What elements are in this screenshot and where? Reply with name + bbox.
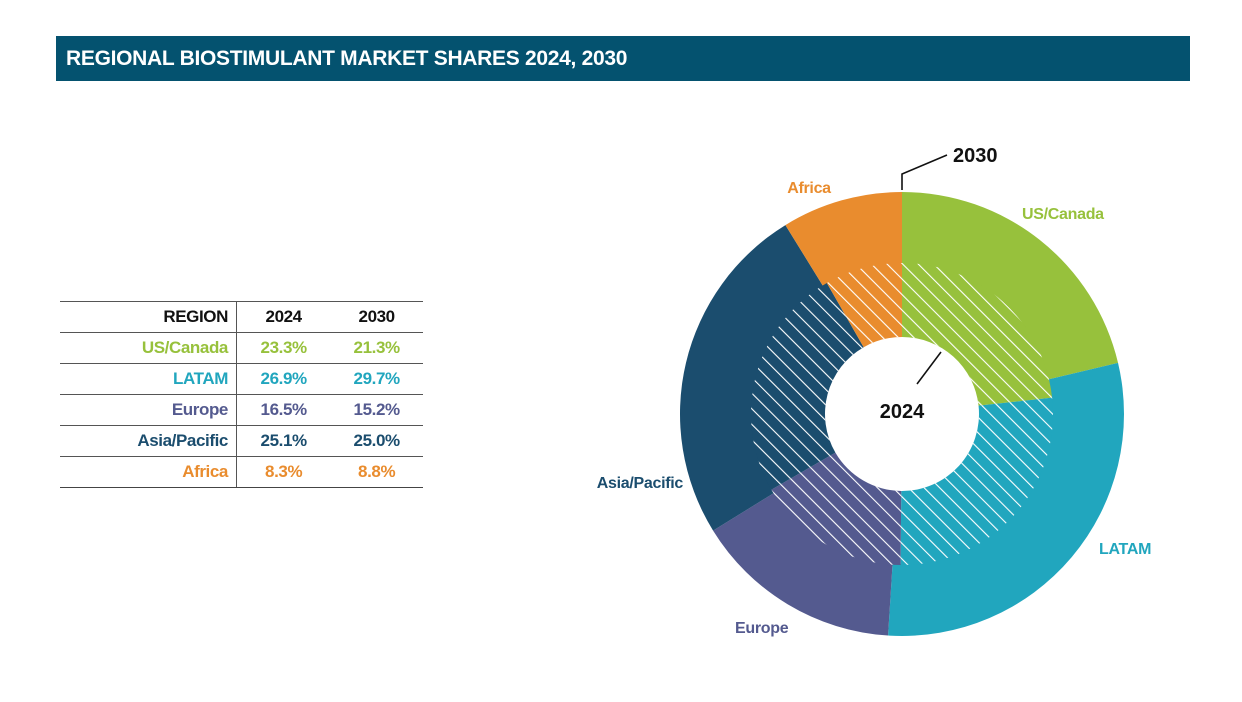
value-2024-cell: 16.5% <box>236 394 331 426</box>
value-2030-cell: 8.8% <box>330 456 423 488</box>
value-2024-cell: 8.3% <box>236 456 331 488</box>
value-2024-cell: 26.9% <box>236 363 331 395</box>
table-row: US/Canada 23.3% 21.3% <box>60 332 423 364</box>
header-region: REGION <box>60 301 237 333</box>
value-2030-cell: 29.7% <box>330 363 423 395</box>
outer-slice-latam <box>888 362 1124 637</box>
value-2024-cell: 23.3% <box>236 332 331 364</box>
region-cell: Europe <box>60 394 237 426</box>
table-row: Europe 16.5% 15.2% <box>60 394 423 426</box>
ring-label-2024: 2024 <box>880 401 925 423</box>
outer-slice-africa <box>785 192 902 287</box>
table-row: Asia/Pacific 25.1% 25.0% <box>60 425 423 457</box>
header-2024: 2024 <box>236 301 331 333</box>
value-2030-cell: 21.3% <box>330 332 423 364</box>
table-row: LATAM 26.9% 29.7% <box>60 363 423 395</box>
table-header-row: REGION 2024 2030 <box>60 301 423 333</box>
value-2030-cell: 25.0% <box>330 425 423 457</box>
value-2024-cell: 25.1% <box>236 425 331 457</box>
ring-label-2030: 2030 <box>953 145 998 167</box>
leader-line-2030 <box>901 154 948 190</box>
category-label-europe: Europe <box>735 620 789 637</box>
chart-title: REGIONAL BIOSTIMULANT MARKET SHARES 2024… <box>56 36 1190 81</box>
value-2030-cell: 15.2% <box>330 394 423 426</box>
region-cell: Africa <box>60 456 237 488</box>
category-label-us-canada: US/Canada <box>1022 206 1104 223</box>
category-label-asia-pacific: Asia/Pacific <box>597 475 684 492</box>
category-label-africa: Africa <box>787 180 831 197</box>
market-share-table: REGION 2024 2030 US/Canada 23.3% 21.3% LATA… <box>60 301 423 488</box>
category-label-latam: LATAM <box>1099 541 1151 558</box>
region-cell: Asia/Pacific <box>60 425 237 457</box>
table-row: Africa 8.3% 8.8% <box>60 456 423 488</box>
header-2030: 2030 <box>330 301 423 333</box>
region-cell: US/Canada <box>60 332 237 364</box>
region-cell: LATAM <box>60 363 237 395</box>
leader-line-2024 <box>916 351 942 385</box>
